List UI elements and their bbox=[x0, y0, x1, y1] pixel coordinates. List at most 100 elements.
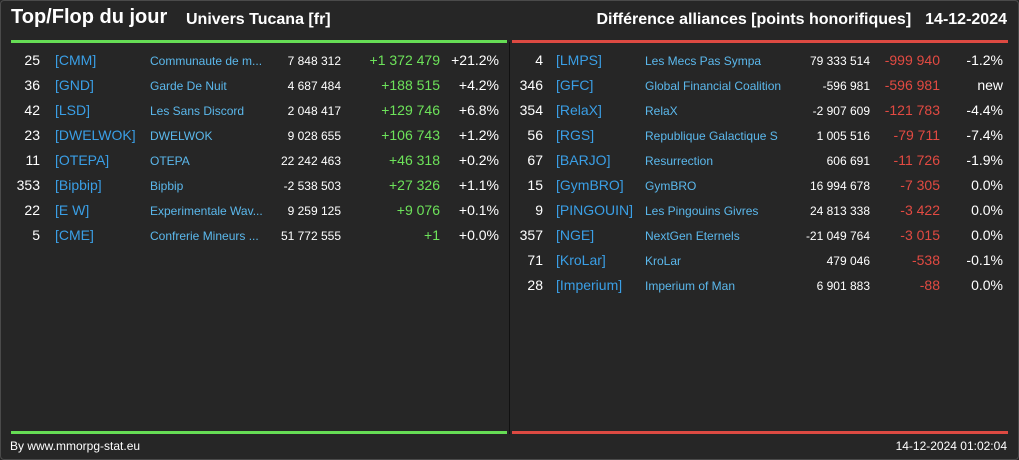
alliance-rank: 22 bbox=[24, 202, 40, 218]
flop-table-row: 56 [RGS] Republique Galactique S 1 005 516 -… bbox=[510, 124, 1019, 149]
header-right: Différence alliances [points honorifique… bbox=[596, 11, 1007, 29]
alliance-diff: +46 318 bbox=[389, 152, 440, 168]
top-accent-bar-bottom bbox=[11, 431, 507, 434]
top-panel: 25 [CMM] Communaute de m... 7 848 312 +1 372… bbox=[0, 49, 509, 249]
universe-label: Univers Tucana [fr] bbox=[186, 11, 331, 28]
top-table-row: 353 [Bipbip] Bipbip -2 538 503 +27 326 +1.1% bbox=[0, 174, 509, 199]
alliance-points: 6 901 883 bbox=[816, 279, 870, 293]
alliance-name: Les Mecs Pas Sympa bbox=[645, 54, 762, 68]
flop-table-row: 15 [GymBRO] GymBRO 16 994 678 -7 305 0.0% bbox=[510, 174, 1019, 199]
alliance-rank: 15 bbox=[527, 177, 543, 193]
top-table-row: 11 [OTEPA] OTEPA 22 242 463 +46 318 +0.2% bbox=[0, 149, 509, 174]
alliance-tag[interactable]: [Imperium] bbox=[556, 277, 623, 293]
alliance-percent: new bbox=[977, 77, 1003, 93]
alliance-tag[interactable]: [OTEPA] bbox=[55, 152, 110, 168]
alliance-points: 22 242 463 bbox=[280, 154, 341, 168]
alliance-tag[interactable]: [Bipbip] bbox=[55, 177, 102, 193]
alliance-tag[interactable]: [BARJO] bbox=[556, 152, 611, 168]
alliance-diff: -999 940 bbox=[884, 52, 940, 68]
alliance-points: 24 813 338 bbox=[809, 204, 870, 218]
alliance-tag[interactable]: [DWELWOK] bbox=[55, 127, 136, 143]
alliance-diff: -3 422 bbox=[900, 202, 940, 218]
alliance-diff: +9 076 bbox=[396, 202, 440, 218]
alliance-tag[interactable]: [RelaX] bbox=[556, 102, 602, 118]
page-title: Top/Flop du jour bbox=[11, 6, 168, 28]
alliance-rank: 5 bbox=[32, 227, 40, 243]
panel-divider bbox=[509, 42, 510, 434]
flop-accent-bar-bottom bbox=[512, 431, 1008, 434]
flop-panel: 4 [LMPS] Les Mecs Pas Sympa 79 333 514 -999 … bbox=[510, 49, 1019, 299]
alliance-points: -2 538 503 bbox=[283, 179, 341, 193]
alliance-percent: 0.0% bbox=[971, 177, 1003, 193]
alliance-name: Bipbip bbox=[150, 179, 184, 193]
alliance-percent: +4.2% bbox=[458, 77, 499, 93]
alliance-tag[interactable]: [RGS] bbox=[556, 127, 595, 143]
alliance-tag[interactable]: [GFC] bbox=[556, 77, 594, 93]
alliance-rank: 23 bbox=[24, 127, 40, 143]
alliance-name: Global Financial Coalition bbox=[645, 79, 782, 93]
alliance-rank: 36 bbox=[24, 77, 40, 93]
alliance-rank: 11 bbox=[25, 152, 40, 168]
alliance-percent: -1.9% bbox=[966, 152, 1003, 168]
alliance-tag[interactable]: [KroLar] bbox=[556, 252, 606, 268]
alliance-name: KroLar bbox=[645, 254, 682, 268]
alliance-points: 79 333 514 bbox=[809, 54, 870, 68]
alliance-diff: -88 bbox=[919, 277, 940, 293]
alliance-diff: -121 783 bbox=[884, 102, 940, 118]
alliance-rank: 25 bbox=[24, 52, 40, 68]
alliance-diff: -7 305 bbox=[900, 177, 940, 193]
alliance-percent: +1.1% bbox=[458, 177, 499, 193]
alliance-percent: +1.2% bbox=[458, 127, 499, 143]
alliance-diff: +27 326 bbox=[389, 177, 440, 193]
alliance-points: 7 848 312 bbox=[287, 54, 341, 68]
alliance-diff: +1 bbox=[424, 227, 440, 243]
alliance-points: 2 048 417 bbox=[287, 104, 341, 118]
alliance-points: 16 994 678 bbox=[809, 179, 870, 193]
alliance-name: NextGen Eternels bbox=[645, 229, 740, 243]
alliance-diff: +106 743 bbox=[381, 127, 440, 143]
alliance-points: 9 259 125 bbox=[287, 204, 341, 218]
alliance-tag[interactable]: [CMM] bbox=[55, 52, 97, 68]
alliance-points: 479 046 bbox=[826, 254, 870, 268]
alliance-percent: 0.0% bbox=[971, 227, 1003, 243]
alliance-tag[interactable]: [GymBRO] bbox=[556, 177, 624, 193]
alliance-rank: 71 bbox=[527, 252, 543, 268]
alliance-points: 51 772 555 bbox=[280, 229, 341, 243]
top-table-row: 42 [LSD] Les Sans Discord 2 048 417 +129 746… bbox=[0, 99, 509, 124]
alliance-percent: +0.0% bbox=[458, 227, 499, 243]
alliance-tag[interactable]: [E W] bbox=[55, 202, 90, 218]
alliance-diff: -11 726 bbox=[893, 152, 940, 168]
alliance-tag[interactable]: [CME] bbox=[55, 227, 94, 243]
alliance-rank: 357 bbox=[519, 227, 543, 243]
alliance-rank: 4 bbox=[535, 52, 543, 68]
alliance-name: Communaute de m... bbox=[150, 54, 263, 68]
header-date: 14-12-2024 bbox=[925, 11, 1007, 28]
alliance-diff: -538 bbox=[911, 252, 940, 268]
alliance-tag[interactable]: [PINGOUIN] bbox=[556, 202, 634, 218]
alliance-percent: 0.0% bbox=[971, 277, 1003, 293]
alliance-tag[interactable]: [LSD] bbox=[55, 102, 91, 118]
alliance-name: Resurrection bbox=[645, 154, 714, 168]
alliance-percent: +0.2% bbox=[458, 152, 499, 168]
alliance-percent: +6.8% bbox=[458, 102, 499, 118]
alliance-diff: +1 372 479 bbox=[369, 52, 440, 68]
alliance-percent: -1.2% bbox=[966, 52, 1003, 68]
flop-table-row: 9 [PINGOUIN] Les Pingouins Givres 24 813 33… bbox=[510, 199, 1019, 224]
alliance-tag[interactable]: [NGE] bbox=[556, 227, 595, 243]
flop-accent-bar-top bbox=[512, 40, 1008, 43]
alliance-tag[interactable]: [LMPS] bbox=[556, 52, 602, 68]
alliance-percent: +21.2% bbox=[451, 52, 499, 68]
alliance-tag[interactable]: [GND] bbox=[55, 77, 94, 93]
alliance-points: 1 005 516 bbox=[816, 129, 870, 143]
alliance-percent: -0.1% bbox=[966, 252, 1003, 268]
alliance-name: Les Sans Discord bbox=[150, 104, 245, 118]
alliance-rank: 353 bbox=[16, 177, 40, 193]
alliance-name: Les Pingouins Givres bbox=[645, 204, 759, 218]
alliance-rank: 9 bbox=[535, 202, 543, 218]
alliance-rank: 354 bbox=[519, 102, 543, 118]
footer-credit: By www.mmorpg-stat.eu bbox=[10, 439, 141, 453]
alliance-name: Imperium of Man bbox=[645, 279, 736, 293]
alliance-diff: +129 746 bbox=[381, 102, 440, 118]
alliance-points: -596 981 bbox=[822, 79, 870, 93]
alliance-percent: -7.4% bbox=[966, 127, 1003, 143]
